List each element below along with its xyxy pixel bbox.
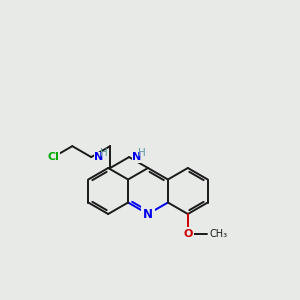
Text: H: H [100,148,108,158]
Text: CH₃: CH₃ [209,229,227,238]
Text: O: O [183,229,193,238]
Text: H: H [138,148,146,158]
Text: N: N [143,208,153,220]
Text: Cl: Cl [47,152,59,162]
Text: N: N [94,152,104,162]
Text: N: N [132,152,141,162]
